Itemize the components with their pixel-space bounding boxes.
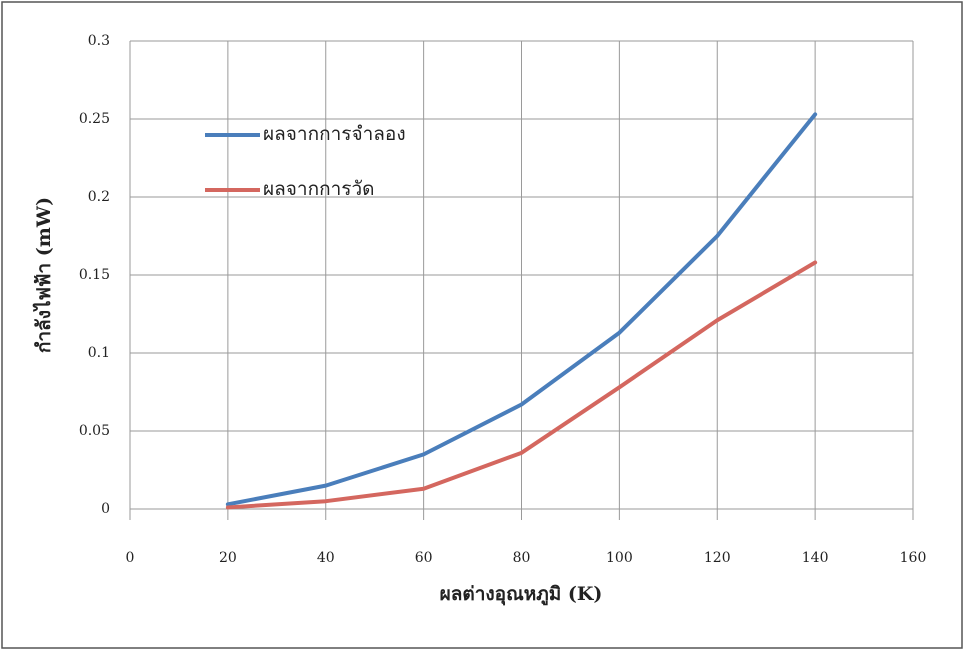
x-tick-label: 160 — [900, 550, 927, 566]
series-line — [225, 112, 818, 507]
legend-label: ผลจากการจำลอง — [263, 123, 406, 145]
series-line — [225, 260, 818, 510]
x-axis-title: ผลต่างอุณหภูมิ (K) — [440, 583, 603, 606]
x-tick-label: 100 — [606, 550, 633, 566]
y-axis-title: กำลังไฟฟ้า (mW) — [32, 197, 55, 353]
x-tick-label: 140 — [802, 550, 829, 566]
y-tick-label: 0.25 — [79, 111, 110, 127]
y-tick-label: 0.2 — [88, 189, 110, 205]
y-tick-label: 0.3 — [88, 33, 110, 49]
x-tick-label: 40 — [317, 550, 335, 566]
y-tick-label: 0.15 — [79, 267, 110, 283]
y-tick-label: 0.1 — [88, 345, 110, 361]
x-tick-label: 120 — [704, 550, 731, 566]
legend-label: ผลจากการวัด — [263, 178, 374, 200]
y-tick-label: 0.05 — [79, 423, 110, 439]
x-tick-label: 60 — [415, 550, 433, 566]
x-tick-label: 0 — [126, 550, 135, 566]
y-tick-label: 0 — [101, 501, 110, 517]
x-tick-label: 80 — [513, 550, 531, 566]
x-tick-label: 20 — [219, 550, 237, 566]
